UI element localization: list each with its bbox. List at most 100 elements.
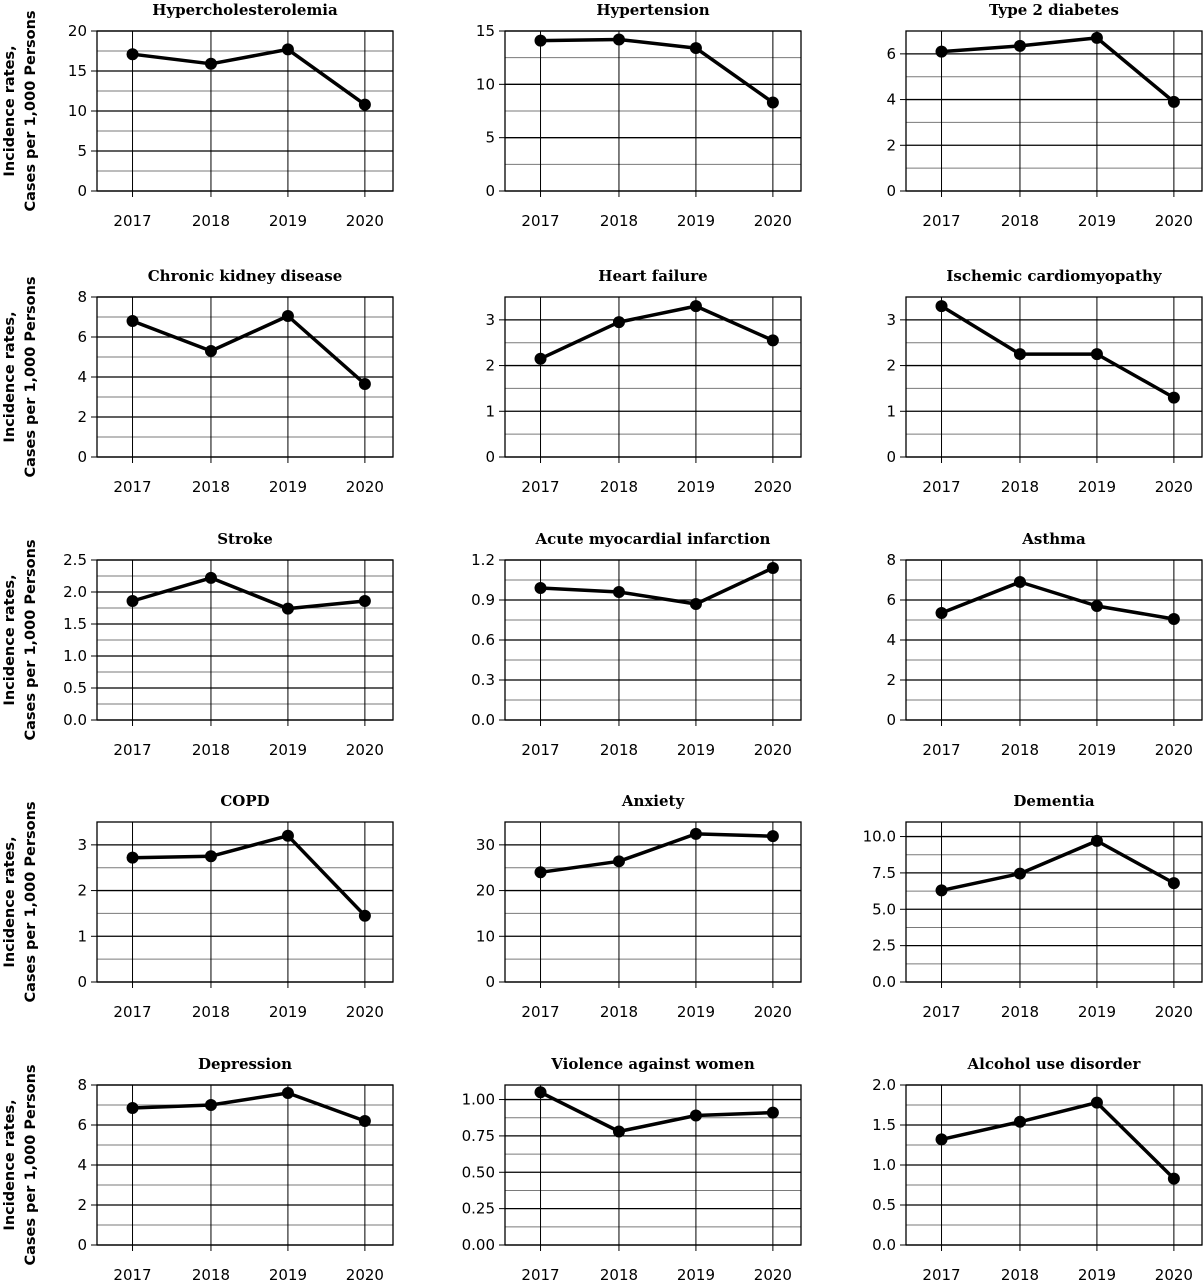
x-tick-label: 2018	[1001, 1003, 1039, 1021]
data-point-2018	[612, 316, 625, 329]
data-point-2017	[534, 582, 547, 594]
series-line	[539, 304, 774, 361]
x-tick-label: 2017	[113, 212, 151, 230]
panel-anxiety: 0 10 20 30 2017 2018 2019 2020 Anxiety	[476, 792, 802, 1021]
x-tick-label: 2018	[600, 741, 638, 759]
x-tick-label: 2020	[754, 741, 792, 759]
y-axis-label-line-1: Incidence rates,	[2, 836, 18, 967]
x-tick-label: 2019	[269, 1266, 307, 1280]
data-point-2020	[1167, 95, 1180, 108]
y-tick-label: 0	[77, 182, 87, 200]
plot-frame	[96, 821, 394, 983]
y-tick-label: 2	[886, 671, 896, 689]
x-tick-label: 2017	[922, 1003, 960, 1021]
y-tick-label: 2.5	[872, 937, 896, 955]
y-tick-label: 3	[485, 311, 495, 329]
x-tick-label: 2020	[346, 478, 384, 496]
data-point-2020	[358, 594, 371, 607]
x-tick-label: 2020	[1155, 212, 1193, 230]
y-tick-label: 2	[77, 408, 87, 426]
plot-frame	[504, 821, 802, 983]
x-tick-label: 2017	[922, 1266, 960, 1280]
y-tick-label: 0.5	[63, 679, 87, 697]
y-tick-label: 0.6	[471, 631, 495, 649]
y-tick-label: 0	[77, 448, 87, 466]
x-tick-label: 2018	[192, 1266, 230, 1280]
y-tick-label: 2	[886, 136, 896, 154]
x-tick-label: 2018	[1001, 478, 1039, 496]
y-tick-label: 10	[68, 102, 87, 120]
series-line	[132, 47, 366, 107]
data-point-2017	[534, 352, 547, 365]
plot-frame	[96, 30, 394, 192]
x-tick-label: 2019	[677, 478, 715, 496]
x-tick-label: 2017	[521, 212, 559, 230]
x-tick-label: 2019	[1078, 212, 1116, 230]
x-tick-label: 2017	[521, 741, 559, 759]
y-tick-label: 5.0	[872, 900, 896, 918]
y-axis-label-line-1: Incidence rates,	[2, 311, 18, 442]
plot-frame	[96, 559, 394, 721]
y-axis-label-line-2: Cases per 1,000 Persons	[23, 539, 39, 740]
data-point-2020	[766, 96, 779, 109]
panel-chronic-kidney-disease: 0 2 4 6 8 2017 2018 2019 2020 Chronic kidney dise…	[77, 267, 394, 496]
x-tick-label: 2019	[677, 741, 715, 759]
y-axis-label: Incidence rates, Cases per 1,000 Persons	[2, 539, 39, 740]
data-point-2020	[358, 378, 371, 390]
y-tick-label: 0	[485, 448, 495, 466]
x-tick-label: 2019	[269, 1003, 307, 1021]
data-point-2018	[204, 571, 217, 584]
panel-heart-failure: 0 1 2 3 2017 2018 2019 2020 Heart failure	[485, 267, 802, 496]
y-tick-label: 30	[476, 836, 495, 854]
x-tick-label: 2018	[192, 741, 230, 759]
panel-title: COPD	[220, 792, 269, 810]
data-point-2018	[1013, 348, 1026, 361]
panel-ischemic-cardiomyopathy: 0 1 2 3 2017 2018 2019 2020 Ischemic cardiomyopa…	[886, 267, 1203, 496]
y-tick-label: 8	[77, 288, 87, 306]
data-point-2017	[534, 34, 547, 47]
data-point-2019	[1090, 834, 1103, 847]
x-tick-label: 2020	[346, 741, 384, 759]
y-tick-label: 4	[886, 91, 896, 109]
plot-frame	[905, 821, 1203, 983]
x-tick-label: 2020	[754, 212, 792, 230]
y-axis-label-line-2: Cases per 1,000 Persons	[23, 801, 39, 1002]
x-tick-label: 2020	[346, 1003, 384, 1021]
data-point-2019	[1090, 31, 1103, 44]
y-tick-label: 1.5	[872, 1116, 896, 1134]
y-axis-label-line-2: Cases per 1,000 Persons	[23, 10, 39, 211]
data-point-2019	[689, 42, 702, 55]
panel-hypercholesterolemia: 0 5 10 15 20 2017 2018 2019 2020 Hypercholesterol…	[68, 1, 394, 230]
panel-stroke: 0.0 0.5 1.0 1.5 2.0 2.5 2017 2018 2019 2020 Stroke	[63, 530, 394, 759]
data-point-2018	[1013, 39, 1026, 52]
y-tick-label: 4	[77, 1156, 87, 1174]
data-point-2017	[126, 315, 139, 327]
x-tick-label: 2020	[346, 212, 384, 230]
panel-acute-myocardial-infarction: 0.0 0.3 0.6 0.9 1.2 2017 2018 2019 2020 Acute myo…	[471, 530, 802, 759]
series-line	[540, 37, 774, 104]
y-tick-label: 10	[476, 927, 495, 945]
x-tick-label: 2019	[1078, 1266, 1116, 1280]
data-point-2020	[766, 830, 779, 843]
data-point-2017	[935, 300, 948, 313]
panel-title: Dementia	[1013, 792, 1094, 810]
x-tick-label: 2017	[922, 212, 960, 230]
x-tick-label: 2018	[1001, 1266, 1039, 1280]
x-tick-label: 2020	[1155, 1003, 1193, 1021]
x-tick-label: 2019	[677, 212, 715, 230]
x-tick-label: 2019	[1078, 478, 1116, 496]
x-tick-label: 2020	[1155, 741, 1193, 759]
data-point-2020	[766, 334, 779, 347]
y-tick-label: 0.50	[462, 1163, 495, 1181]
data-point-2019	[1090, 600, 1103, 612]
x-tick-label: 2017	[521, 1003, 559, 1021]
y-tick-label: 0	[485, 973, 495, 991]
y-tick-label: 6	[77, 328, 87, 346]
data-point-2017	[534, 1086, 547, 1099]
y-tick-label: 2.0	[63, 583, 87, 601]
y-axis-label: Incidence rates, Cases per 1,000 Persons	[2, 1064, 39, 1265]
data-point-2019	[689, 300, 702, 313]
y-tick-label: 8	[886, 551, 896, 569]
panel-copd: 0 1 2 3 2017 2018 2019 2020 COPD	[77, 792, 394, 1021]
data-point-2017	[126, 1102, 139, 1114]
